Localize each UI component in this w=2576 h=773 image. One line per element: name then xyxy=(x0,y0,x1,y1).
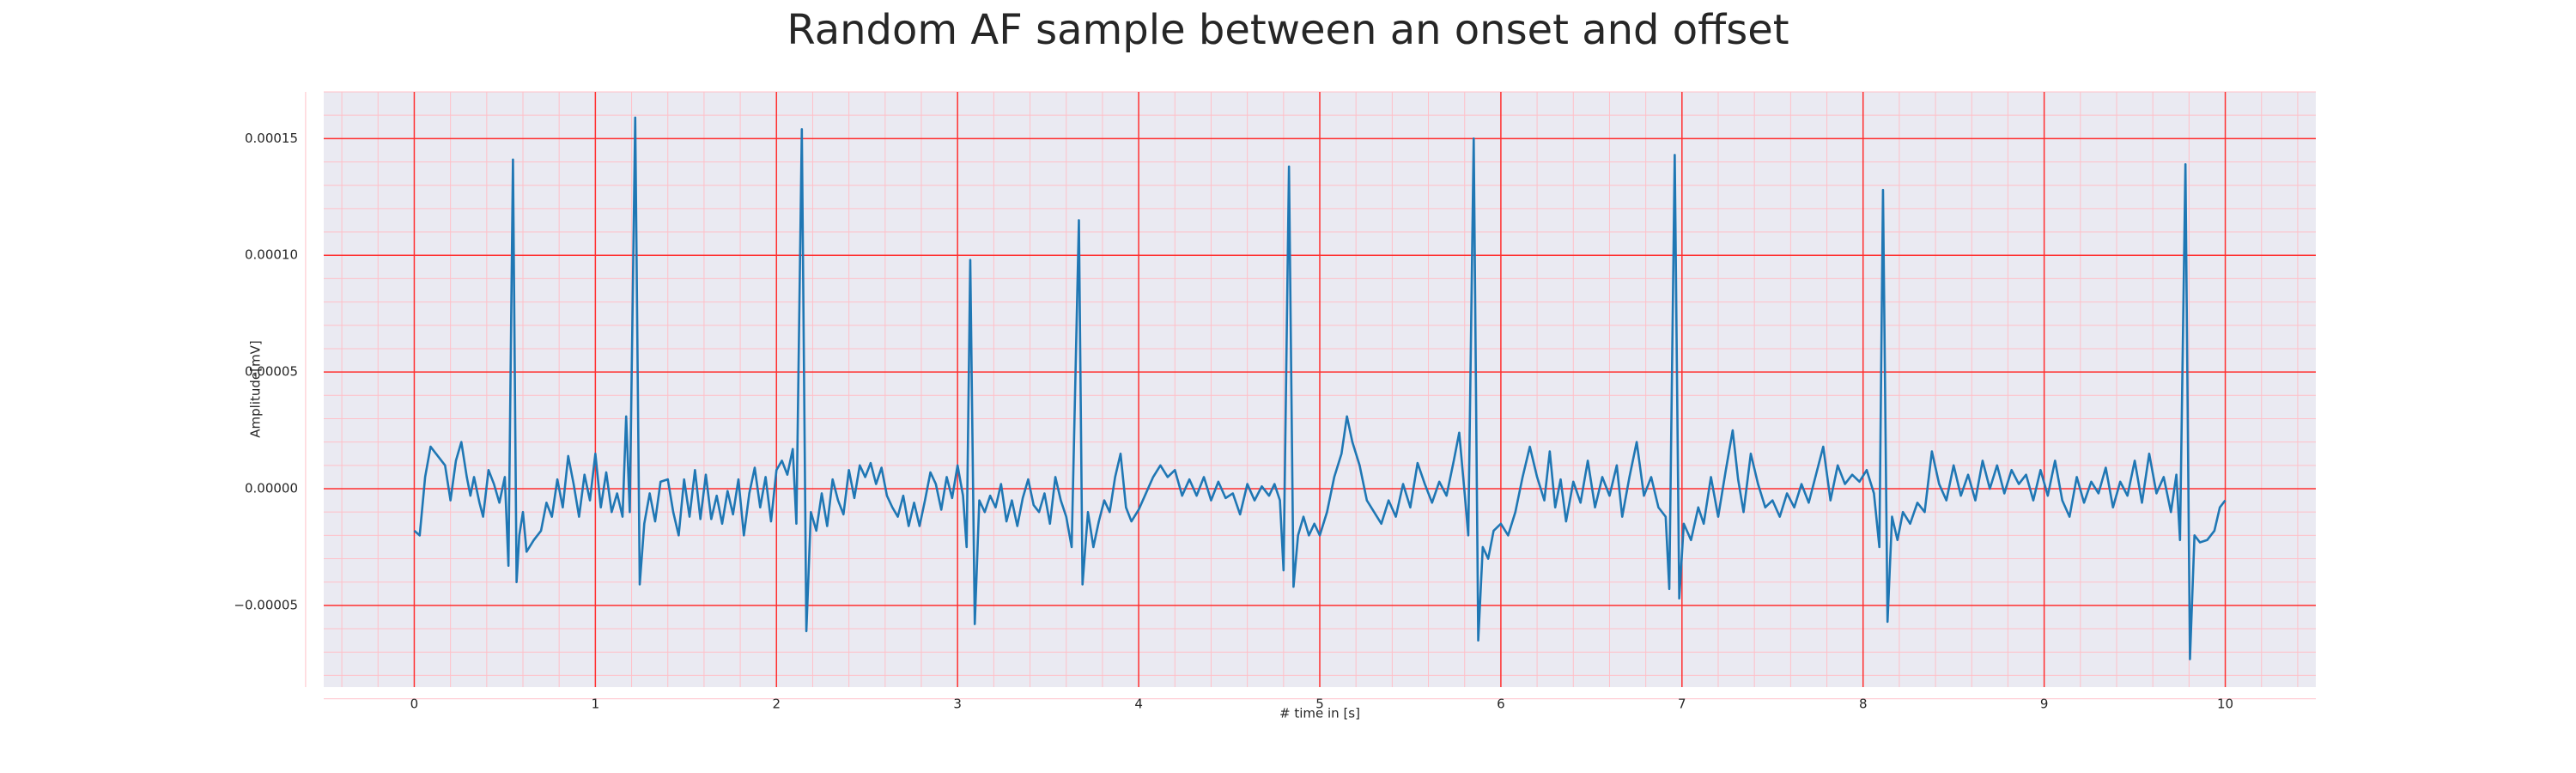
y-tick-label: −0.00005 xyxy=(234,597,298,612)
x-tick-label: 5 xyxy=(1315,697,1324,712)
x-tick-label: 0 xyxy=(410,697,419,712)
x-tick-label: 1 xyxy=(592,697,600,712)
y-tick-label: 0.00000 xyxy=(245,481,298,496)
x-tick-label: 2 xyxy=(772,697,781,712)
x-tick-label: 3 xyxy=(953,697,962,712)
x-tick-label: 4 xyxy=(1134,697,1143,712)
y-tick-label: 0.00015 xyxy=(245,131,298,146)
x-tick-label: 10 xyxy=(2217,697,2233,712)
signal-line xyxy=(413,116,2227,660)
x-tick-label: 7 xyxy=(1678,697,1686,712)
y-tick-label: 0.00005 xyxy=(245,364,298,380)
y-tick-label: 0.00010 xyxy=(245,247,298,263)
x-tick-label: 9 xyxy=(2040,697,2049,712)
x-axis-label: # time in [s] xyxy=(1279,706,1360,721)
y-axis-label: Amplitude[mV] xyxy=(248,340,264,437)
chart-title: Random AF sample between an onset and of… xyxy=(787,6,1789,54)
x-tick-label: 8 xyxy=(1859,697,1868,712)
x-tick-label: 6 xyxy=(1497,697,1505,712)
